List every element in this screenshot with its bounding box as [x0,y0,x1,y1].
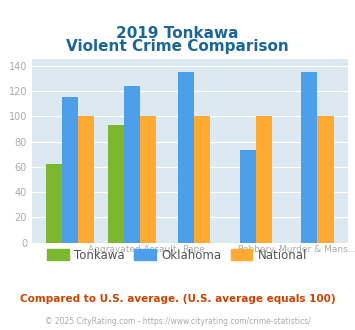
Bar [78,116,94,243]
Text: 2019 Tonkawa: 2019 Tonkawa [116,26,239,41]
Bar [301,72,317,243]
Bar [178,72,194,243]
Text: © 2025 CityRating.com - https://www.cityrating.com/crime-statistics/: © 2025 CityRating.com - https://www.city… [45,317,310,326]
Bar [140,116,156,243]
Bar [240,150,256,243]
Bar [194,116,210,243]
Bar [108,125,124,243]
Text: Violent Crime Comparison: Violent Crime Comparison [66,40,289,54]
Bar [124,86,140,243]
Text: Compared to U.S. average. (U.S. average equals 100): Compared to U.S. average. (U.S. average … [20,294,335,304]
Bar [317,116,334,243]
Legend: Tonkawa, Oklahoma, National: Tonkawa, Oklahoma, National [43,244,312,266]
Bar [256,116,272,243]
Bar [46,164,62,243]
Bar [62,97,78,243]
